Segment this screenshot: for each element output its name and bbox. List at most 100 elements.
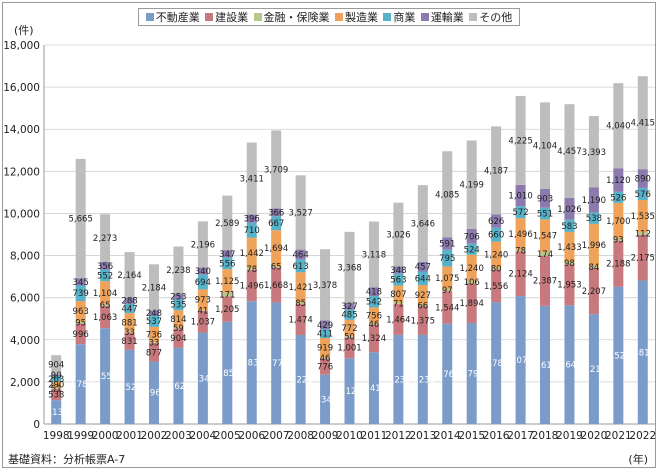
bar-segment [222,250,233,258]
data-label: 626 [488,217,504,227]
bar-segment [417,334,428,424]
data-label: 2,164 [117,271,141,281]
bar-segment [246,269,257,302]
bar-segment [637,169,648,188]
legend-label: 商業 [393,11,416,24]
bar-segment [173,327,184,329]
data-label: 1,324 [362,334,386,344]
data-label: 526 [610,193,626,203]
bar-segment [466,283,477,324]
data-label: 2,196 [191,240,215,250]
legend-item: 建設業 [205,9,248,25]
bar-segment [246,237,257,269]
data-label: 4,343 [191,374,215,384]
x-tick-label: 2010 [336,430,363,442]
data-label: 65 [100,301,111,311]
data-label: 4,233 [386,375,410,385]
data-label: 90 [51,371,62,381]
y-tick-label: 8,000 [10,251,40,263]
bar-segment [51,388,62,401]
bar-segment [442,237,453,250]
data-label: 538 [48,390,64,400]
x-tick-label: 2008 [287,430,314,442]
data-label: 1,010 [508,192,532,202]
data-label: 485 [341,311,357,321]
data-label: 1,894 [460,299,484,309]
bar-segment [197,274,208,290]
bar-segment [613,202,624,239]
data-label: 1,001 [337,344,361,354]
bar-segment [295,175,306,250]
bar-segment [368,296,379,308]
bar-segment [564,262,575,265]
data-label: 4,767 [435,370,459,380]
bar-segment [515,296,526,424]
data-label: 3,368 [337,263,361,273]
bar-segment [222,292,233,297]
bar-segment [100,304,111,306]
bar-segment [124,303,135,314]
bar-segment [393,302,404,305]
bar-segment [540,251,551,256]
data-label: 1,037 [191,318,215,328]
bar-segment [295,272,306,303]
bar-segment [613,168,624,192]
data-label: 33 [124,328,135,338]
bar-segment [491,214,502,228]
data-label: 1,205 [215,305,239,315]
bar-segment [173,347,184,424]
data-label: 1,075 [435,274,459,284]
data-label: 78 [246,265,257,275]
data-label: 739 [73,289,89,299]
data-label: 877 [146,348,162,358]
bar-segment [466,228,477,244]
bar-segment [173,310,184,328]
bar-segment [320,357,331,359]
data-label: 59 [173,324,184,334]
x-tick-label: 2015 [458,430,485,442]
y-tick-label: 14,000 [3,124,40,136]
legend-item: 不動産業 [145,9,200,25]
bar-segment [515,184,526,207]
bar-segment [344,358,355,424]
data-label: 464 [293,250,309,260]
bar-segment [222,195,233,251]
x-tick-label: 2020 [581,430,608,442]
data-label: 396 [244,215,260,225]
bar-segment [246,301,257,424]
bar-segment [100,281,111,305]
bar-segment [515,249,526,252]
bar-segment [368,221,379,288]
data-label: 667 [268,219,284,229]
bar-segment [393,266,404,274]
bar-segment [148,342,159,344]
data-label: 772 [341,324,357,334]
source-note: 基礎資料：分析帳票A-7 [8,453,126,466]
bar-segment [613,286,624,424]
bar-segment [417,304,428,306]
bar-segment [295,303,306,336]
bar-segment [417,305,428,335]
data-label: 348 [390,266,406,276]
bar-segment [564,264,575,306]
data-label: 3,521 [117,383,141,393]
data-label: 327 [341,302,357,312]
data-label: 2,969 [142,389,166,399]
bar-segment [588,116,599,188]
data-label: 4,795 [460,370,484,380]
data-label: 4,085 [435,190,459,200]
data-label: 253 [170,292,186,302]
x-tick-label: 1998 [43,430,70,442]
data-label: 6,520 [606,351,630,361]
bar-segment [148,361,159,424]
bar-segment [222,296,233,322]
y-tick-label: 18,000 [3,40,40,52]
axes: 0 2,000 4,000 6,000 8,000 10,000 12,000 14,000 1… [3,40,656,442]
data-label: 4,187 [484,166,508,176]
data-label: 2,589 [215,219,239,229]
bar-segment [173,328,184,348]
data-label: 65 [271,263,282,273]
data-label: 3,118 [362,250,386,260]
bar-segment [344,302,355,310]
bar-segment [344,231,355,303]
